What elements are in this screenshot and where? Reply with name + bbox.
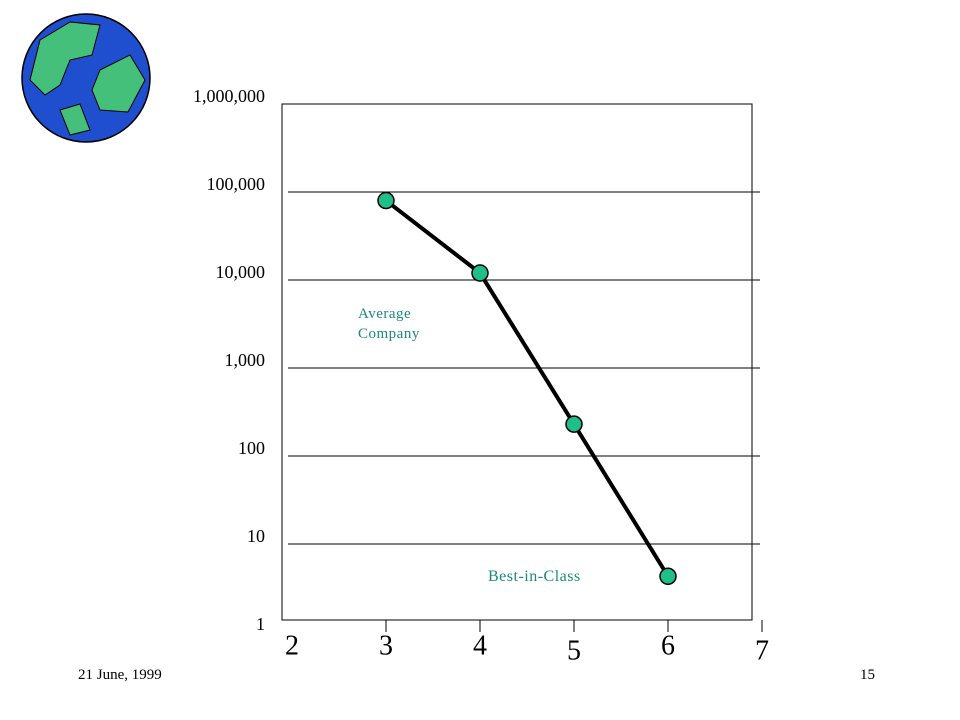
y-tick-label: 1,000 [225,350,266,370]
x-tick-label: 4 [473,630,487,661]
globe-icon [21,13,151,143]
x-tick-label: 7 [755,635,769,666]
annotation: Average Company [358,306,420,342]
y-tick-label: 10 [247,526,265,546]
point [377,191,395,210]
y-tick-label: 100,000 [207,174,266,194]
y-tick-label: 1,000,000 [193,86,265,106]
annotation: Best-in-Class [488,568,581,585]
footer-date: 21 June, 1999 [78,667,162,683]
plot-area [281,103,753,621]
x-tick-label: 6 [661,630,675,661]
y-tick-label: 100 [238,438,265,458]
point [471,264,489,282]
x-tick-label: 3 [379,630,393,661]
x-tick-label: 5 [567,635,581,666]
y-tick-label: 10,000 [216,262,266,282]
point [565,415,583,433]
footer-page: 15 [860,667,875,683]
series-line [384,198,670,578]
y-tick-label: 1 [256,614,265,634]
x-tick-label: 2 [285,630,299,661]
point [659,567,677,586]
